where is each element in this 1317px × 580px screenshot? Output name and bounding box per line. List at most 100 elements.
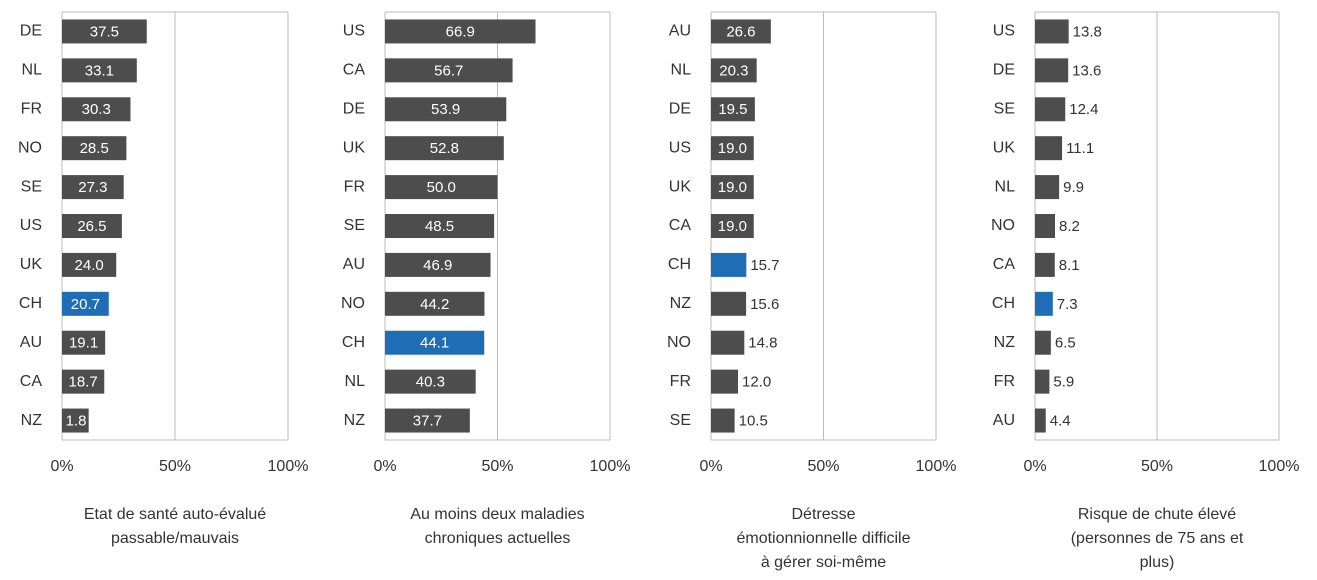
bar bbox=[62, 291, 109, 316]
value-label: 44.2 bbox=[420, 296, 449, 313]
bar bbox=[385, 175, 498, 200]
value-label: 53.9 bbox=[431, 101, 460, 118]
value-label: 8.1 bbox=[1059, 257, 1080, 274]
y-tick-label: NL bbox=[345, 373, 366, 390]
bar bbox=[1035, 58, 1069, 83]
y-tick-label: US bbox=[993, 23, 1015, 40]
y-tick-label: DE bbox=[669, 100, 691, 117]
y-tick-label: US bbox=[20, 217, 42, 234]
value-label: 19.0 bbox=[718, 179, 747, 196]
y-tick-label: US bbox=[343, 23, 365, 40]
y-tick-label: NL bbox=[671, 62, 692, 79]
bar bbox=[385, 19, 536, 44]
bar bbox=[1035, 330, 1051, 355]
value-label: 6.5 bbox=[1055, 335, 1076, 352]
x-tick-label: 100% bbox=[1259, 458, 1300, 475]
y-tick-label: DE bbox=[343, 100, 365, 117]
value-label: 14.8 bbox=[748, 335, 777, 352]
value-label: 1.8 bbox=[66, 413, 87, 430]
chart-title: passable/mauvais bbox=[111, 530, 239, 547]
bar bbox=[711, 19, 771, 44]
bar bbox=[1035, 291, 1053, 316]
bar bbox=[711, 408, 735, 433]
value-label: 40.3 bbox=[416, 374, 445, 391]
value-label: 50.0 bbox=[427, 179, 456, 196]
bar bbox=[385, 369, 476, 394]
y-tick-label: AU bbox=[669, 23, 691, 40]
bar bbox=[711, 136, 754, 161]
bar bbox=[1035, 19, 1069, 44]
bar bbox=[711, 175, 754, 200]
bar bbox=[62, 214, 122, 238]
y-tick-label: NL bbox=[995, 178, 1016, 195]
bar bbox=[62, 58, 137, 83]
bar bbox=[385, 252, 491, 277]
value-label: 28.5 bbox=[80, 140, 109, 157]
x-tick-label: 50% bbox=[1141, 458, 1173, 475]
bar bbox=[1035, 408, 1046, 433]
x-tick-label: 100% bbox=[268, 458, 309, 475]
y-tick-label: UK bbox=[669, 178, 692, 195]
y-tick-label: US bbox=[669, 139, 691, 156]
y-tick-label: CH bbox=[342, 334, 365, 351]
x-tick-label: 100% bbox=[916, 458, 957, 475]
bar bbox=[385, 330, 485, 355]
y-tick-label: NO bbox=[18, 139, 42, 156]
y-tick-label: SE bbox=[994, 100, 1015, 117]
x-tick-label: 0% bbox=[50, 458, 73, 475]
bar bbox=[1035, 97, 1066, 122]
value-label: 12.0 bbox=[742, 374, 771, 391]
bar bbox=[62, 330, 106, 355]
bar bbox=[62, 252, 117, 277]
value-label: 11.1 bbox=[1066, 140, 1094, 157]
y-tick-label: FR bbox=[994, 373, 1015, 390]
chart-title: Etat de santé auto-évalué bbox=[84, 506, 266, 523]
bar bbox=[62, 136, 127, 161]
bar bbox=[711, 214, 754, 238]
value-label: 4.4 bbox=[1050, 413, 1071, 430]
value-label: 20.7 bbox=[71, 296, 100, 313]
value-label: 66.9 bbox=[446, 23, 475, 40]
y-tick-label: CH bbox=[19, 295, 42, 312]
chart-title: Au moins deux maladies bbox=[410, 506, 584, 523]
bar bbox=[62, 19, 147, 44]
y-tick-label: AU bbox=[993, 412, 1015, 429]
y-tick-label: DE bbox=[993, 62, 1015, 79]
y-tick-label: UK bbox=[20, 256, 43, 273]
bar bbox=[385, 97, 507, 122]
bar bbox=[711, 58, 757, 83]
value-label: 30.3 bbox=[82, 101, 111, 118]
y-tick-label: CA bbox=[343, 62, 366, 79]
x-tick-label: 0% bbox=[373, 458, 396, 475]
value-label: 27.3 bbox=[78, 179, 107, 196]
value-label: 19.5 bbox=[718, 101, 747, 118]
bar bbox=[62, 369, 105, 394]
bar bbox=[385, 291, 485, 316]
value-label: 15.7 bbox=[750, 257, 779, 274]
y-tick-label: NZ bbox=[344, 412, 366, 429]
value-label: 52.8 bbox=[430, 140, 459, 157]
y-tick-label: CH bbox=[992, 295, 1015, 312]
value-label: 5.9 bbox=[1053, 374, 1074, 391]
value-label: 48.5 bbox=[425, 218, 454, 235]
y-tick-label: NO bbox=[991, 217, 1015, 234]
chart-title: à gérer soi-même bbox=[761, 554, 886, 571]
y-tick-label: FR bbox=[670, 373, 691, 390]
x-tick-label: 100% bbox=[590, 458, 631, 475]
value-label: 19.0 bbox=[718, 218, 747, 235]
chart-title: Risque de chute élevé bbox=[1078, 506, 1236, 523]
bar bbox=[1035, 136, 1063, 161]
x-tick-label: 50% bbox=[807, 458, 839, 475]
y-tick-label: UK bbox=[993, 139, 1016, 156]
value-label: 9.9 bbox=[1063, 179, 1084, 196]
chart-title: émotionnionnelle difficile bbox=[736, 530, 910, 547]
value-label: 19.1 bbox=[69, 335, 98, 352]
y-tick-label: SE bbox=[21, 178, 42, 195]
value-label: 37.7 bbox=[413, 413, 442, 430]
chart-title: chroniques actuelles bbox=[425, 530, 571, 547]
bar bbox=[711, 291, 747, 316]
value-label: 20.3 bbox=[719, 62, 748, 79]
chart-title: plus) bbox=[1140, 554, 1175, 571]
bar bbox=[1035, 369, 1050, 394]
